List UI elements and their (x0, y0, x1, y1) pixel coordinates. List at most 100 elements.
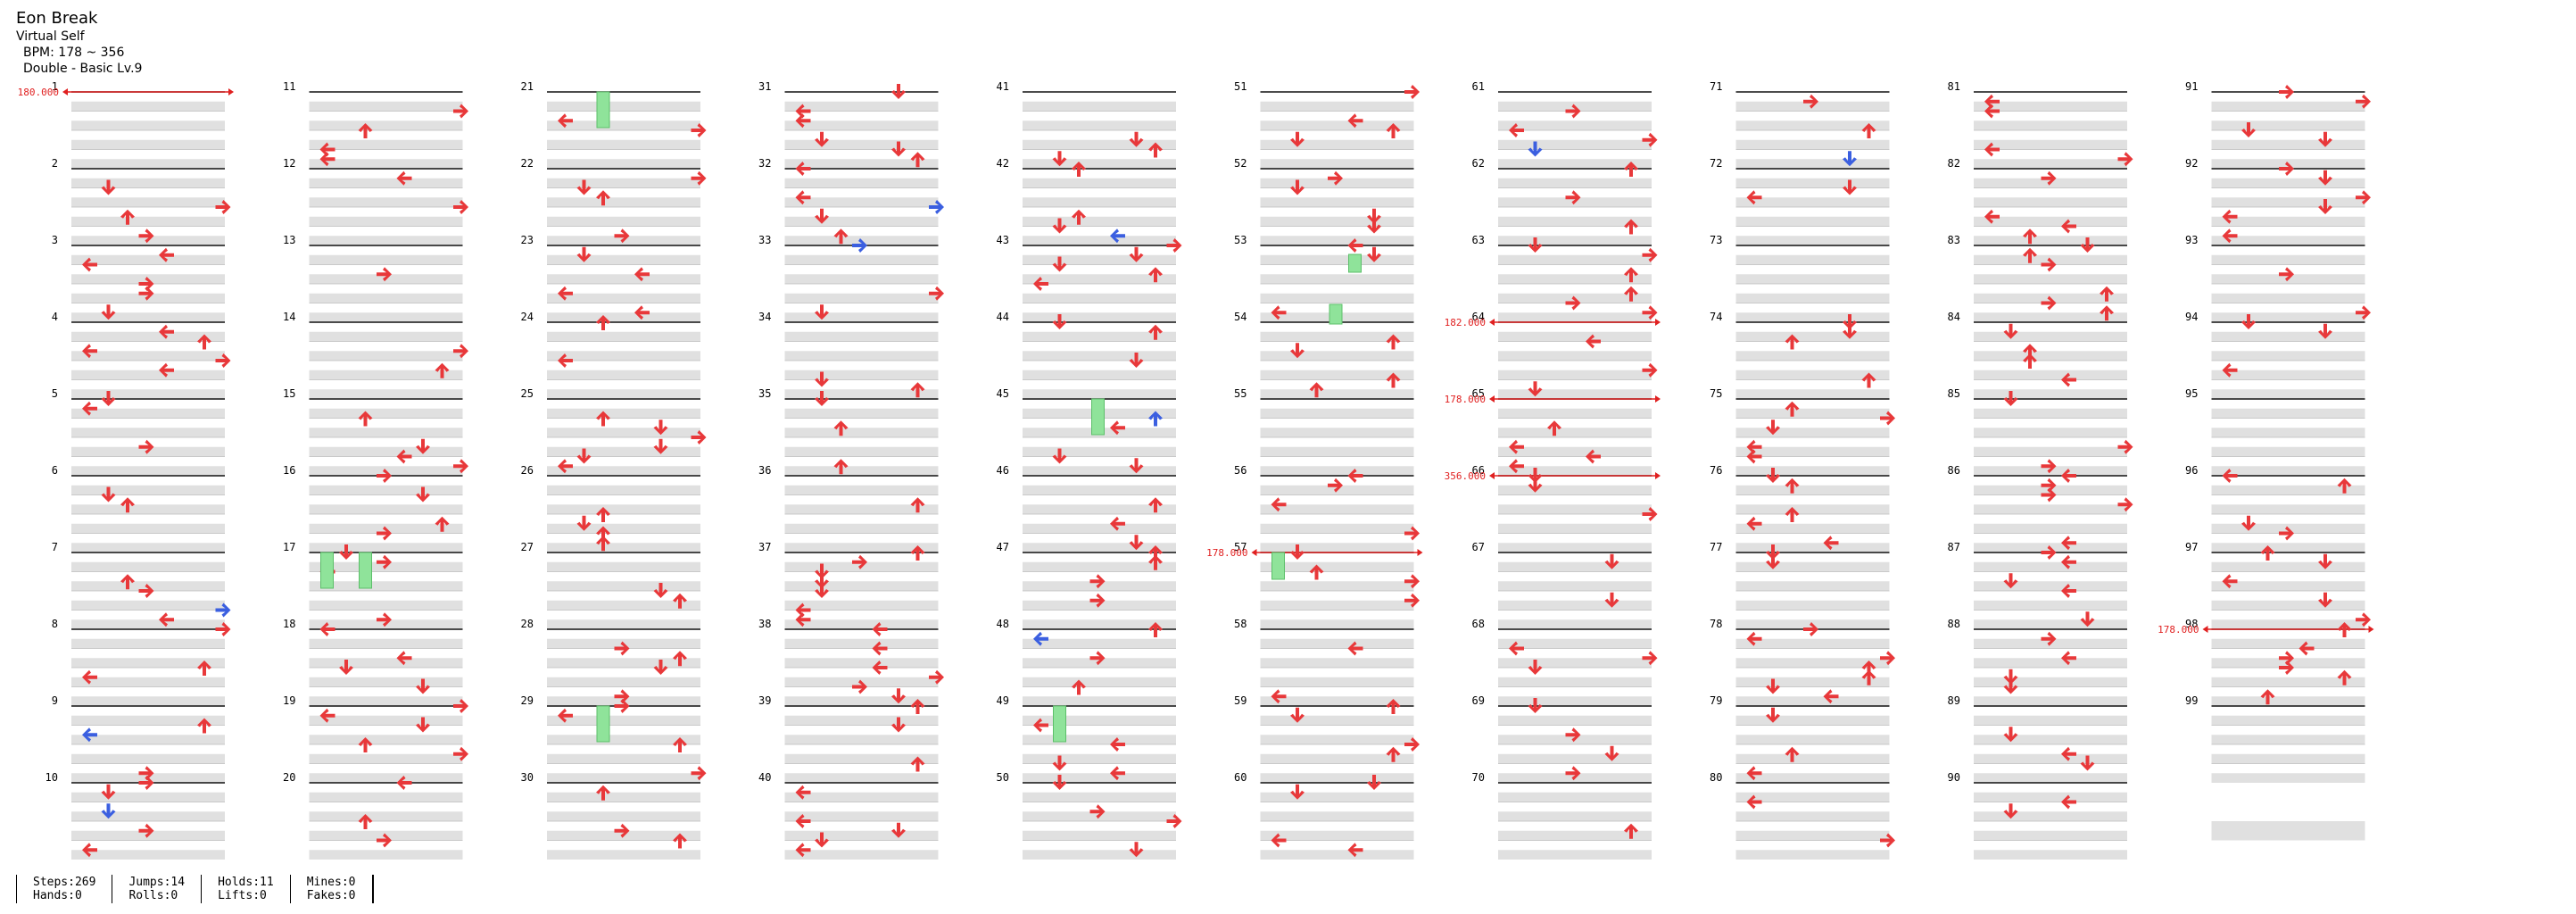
arrow-note-right (929, 286, 944, 301)
arrow-shape (558, 353, 573, 368)
arrow-shape (396, 449, 412, 464)
lane-shade (1974, 523, 2127, 534)
lane-shade (1974, 811, 2127, 821)
arrow-note-right (1642, 247, 1658, 262)
arrow-note-down (653, 420, 668, 436)
arrow-shape (1129, 353, 1144, 368)
measure-number: 3 (52, 234, 58, 246)
lane-shade (784, 370, 939, 380)
arrow-shape (2041, 170, 2057, 186)
step-chart: 1234567891011121314151617181920212223242… (18, 80, 2374, 860)
lane-shade (1498, 830, 1652, 841)
lane-shade (71, 466, 225, 476)
arrow-note-down (815, 583, 829, 598)
measure-number: 95 (2185, 387, 2198, 400)
arrow-shape (319, 708, 335, 723)
measure-block: 53 (1234, 234, 1414, 322)
bpm-marker-left (2202, 626, 2208, 633)
steps-count: Steps:269 (33, 876, 96, 889)
lane-shade (71, 792, 225, 802)
arrow-note-left (319, 622, 335, 636)
arrow-note-right (1803, 94, 1818, 109)
arrow-shape (815, 371, 829, 387)
measure-block: 73 (1710, 234, 1890, 322)
measure-number: 52 (1234, 157, 1247, 170)
arrow-shape (596, 526, 610, 542)
measure-block: 45 (997, 387, 1176, 476)
arrow-note-left (795, 612, 811, 627)
arrow-shape (1642, 362, 1658, 378)
arrow-note-left (1586, 334, 1601, 349)
arrow-shape (2023, 247, 2037, 263)
measure-number: 58 (1234, 618, 1247, 630)
arrow-shape (872, 622, 888, 636)
lane-shade (784, 696, 939, 706)
lane-shade (2211, 254, 2365, 265)
arrow-note-right (453, 459, 468, 474)
lane-shade (1260, 504, 1414, 514)
arrow-note-left (82, 669, 97, 685)
arrow-note-down (1129, 353, 1144, 368)
arrow-shape (101, 179, 116, 195)
arrow-shape (138, 584, 154, 598)
arrow-shape (1052, 256, 1067, 272)
arrow-note-right (2356, 190, 2371, 205)
measure-number: 27 (521, 541, 534, 553)
arrow-note-up (910, 382, 925, 398)
arrow-shape (1110, 766, 1125, 781)
arrow-note-left (396, 776, 412, 790)
measure-block: 72 (1710, 157, 1890, 245)
arrow-note-down (576, 246, 592, 262)
arrow-shape (576, 448, 592, 464)
arrow-note-right (1089, 651, 1106, 666)
lane-shade (1023, 216, 1176, 227)
lane-shade (1498, 466, 1652, 476)
arrow-shape (138, 439, 154, 454)
arrow-shape (1565, 295, 1581, 311)
arrow-shape (82, 257, 97, 272)
lane-shade (309, 197, 463, 207)
lane-shade (309, 351, 463, 361)
arrow-shape (416, 717, 430, 733)
lane-shade (71, 254, 225, 265)
measure-block: 1 (52, 80, 225, 169)
arrow-shape (2279, 526, 2294, 541)
lane-shade (1974, 101, 2127, 112)
lane-shade (309, 254, 463, 265)
lane-shade (1260, 101, 1414, 112)
arrow-shape (1367, 208, 1381, 224)
measure-number: 15 (283, 387, 295, 400)
measure-number: 61 (1472, 80, 1485, 93)
lane-shade (547, 466, 700, 476)
lane-shade (309, 159, 463, 169)
arrow-shape (2041, 545, 2057, 560)
arrow-note-right (1565, 295, 1581, 311)
measure-block: 79 (1710, 694, 1890, 783)
hold-body (1053, 705, 1066, 743)
lane-shade (1023, 677, 1176, 687)
arrow-shape (2241, 122, 2256, 137)
lane-shade (309, 504, 463, 514)
hold-body (320, 552, 334, 589)
lane-shade (784, 274, 939, 284)
arrow-note-left (1984, 94, 2000, 109)
arrow-note-right (1404, 85, 1420, 99)
lane-shade (784, 658, 939, 668)
lane-shade (2211, 485, 2365, 495)
arrow-note-right (377, 267, 392, 282)
lane-shade (71, 715, 225, 726)
arrow-note-left (1347, 843, 1363, 858)
lane-shade (1260, 523, 1414, 534)
arrow-note-up (120, 574, 135, 590)
arrow-note-left (2061, 554, 2076, 569)
arrow-shape (2356, 190, 2371, 205)
lane-shade (1498, 120, 1652, 130)
lane-shade (1735, 236, 1890, 245)
arrow-note-up (673, 833, 687, 849)
arrow-note-right (138, 584, 154, 598)
arrow-shape (2318, 323, 2332, 339)
arrow-note-down (1604, 553, 1619, 569)
bpm-change: 182.000 (1445, 317, 1661, 328)
arrow-shape (215, 353, 231, 368)
lane-shade (309, 216, 463, 227)
